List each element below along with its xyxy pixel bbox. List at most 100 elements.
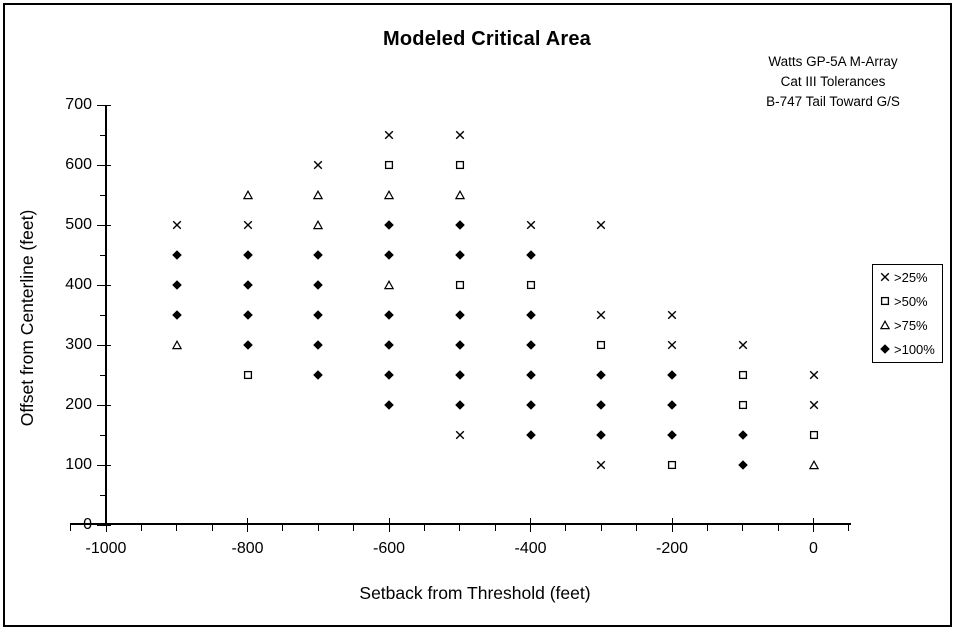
open-square-icon [243,370,252,380]
filled-diamond-icon [454,340,465,350]
data-point-open-triangle [313,220,324,230]
data-point-open-square [384,160,394,170]
y-major-tick [97,464,111,466]
filled-diamond-icon [171,280,182,290]
x-axis-title: Setback from Threshold (feet) [359,583,591,603]
x-tick-label: -600 [372,540,406,557]
data-point-filled-diamond [454,310,465,320]
x-minor-tick [848,525,850,531]
chart-annotation: Watts GP-5A M-Array Cat III Tolerances B… [710,52,956,112]
chart-title: Modeled Critical Area [383,28,591,50]
data-point-open-square [738,370,748,380]
x-tick-label: -800 [231,540,264,557]
y-tick-label: 300 [65,336,92,353]
data-point-filled-diamond [313,310,324,320]
data-point-cross [596,220,606,230]
cross-icon [526,220,535,230]
open-triangle-icon [313,190,324,200]
data-point-open-triangle [171,340,182,350]
y-axis-title: Offset from Centerline (feet) [17,209,37,427]
cross-icon [667,340,677,350]
open-square-icon [880,296,890,306]
data-point-filled-diamond [313,280,324,290]
data-point-filled-diamond [525,340,536,350]
data-point-filled-diamond [384,340,394,350]
cross-icon [243,220,252,230]
y-major-tick [97,224,111,226]
legend-box: >25% >50% >75% >100% [872,264,943,363]
data-point-open-triangle [384,280,394,290]
data-point-open-square [243,370,253,380]
data-point-filled-diamond [384,370,394,380]
open-triangle-icon [454,190,465,200]
x-minor-tick [494,525,496,531]
x-minor-tick [211,525,213,531]
data-point-filled-diamond [454,340,465,350]
open-square-icon [667,460,677,470]
y-axis-line [105,105,107,525]
filled-diamond-icon [313,370,324,380]
data-point-filled-diamond [667,430,677,440]
filled-diamond-icon [667,430,677,440]
x-minor-tick [636,525,638,531]
y-major-tick [97,104,111,106]
data-point-filled-diamond [737,460,748,470]
data-point-filled-diamond [384,250,394,260]
y-minor-tick [100,374,106,376]
open-triangle-icon [171,340,182,350]
filled-diamond-icon [242,310,253,320]
open-square-icon [597,340,606,350]
y-minor-tick [100,434,106,436]
data-point-filled-diamond [384,400,394,410]
data-point-cross [384,130,394,140]
filled-diamond-icon [384,370,394,380]
data-point-filled-diamond [242,310,253,320]
data-point-open-triangle [454,190,465,200]
x-tick-label: -400 [514,540,547,557]
filled-diamond-icon [667,370,677,380]
open-square-icon [738,400,747,410]
filled-diamond-icon [596,400,607,410]
x-tick-label: -200 [655,540,689,557]
y-major-tick [97,404,111,406]
data-point-cross [313,160,323,170]
data-point-open-square [809,430,819,440]
x-minor-tick [282,525,284,531]
filled-diamond-icon [737,430,748,440]
data-point-cross [455,430,465,440]
data-point-open-square [738,400,748,410]
open-triangle-icon [384,190,394,200]
filled-diamond-icon [454,250,465,260]
open-square-icon [455,280,464,290]
cross-icon [738,340,748,350]
filled-diamond-icon [525,400,536,410]
data-point-filled-diamond [171,310,182,320]
x-major-tick [813,518,814,532]
data-point-filled-diamond [171,280,182,290]
data-point-filled-diamond [596,430,607,440]
filled-diamond-icon [596,370,607,380]
x-minor-tick [317,525,319,531]
filled-diamond-icon [242,340,253,350]
data-point-filled-diamond [667,400,677,410]
data-point-open-square [526,280,536,290]
x-minor-tick [459,525,461,531]
data-point-cross [738,340,748,350]
cross-icon [880,272,890,282]
y-tick-label: 0 [83,516,92,533]
filled-diamond-icon [454,220,465,230]
filled-diamond-icon [384,400,394,410]
y-tick-label: 200 [65,396,92,413]
legend-label: >100% [894,341,935,357]
y-minor-tick [100,254,106,256]
x-tick-label: 0 [809,540,818,557]
data-point-open-square [455,160,465,170]
data-point-open-square [455,280,465,290]
y-tick-label: 100 [65,456,92,473]
filled-diamond-icon [313,340,324,350]
cross-icon [596,310,606,320]
data-point-filled-diamond [525,250,536,260]
data-point-open-triangle [313,190,324,200]
filled-diamond-icon [596,430,607,440]
